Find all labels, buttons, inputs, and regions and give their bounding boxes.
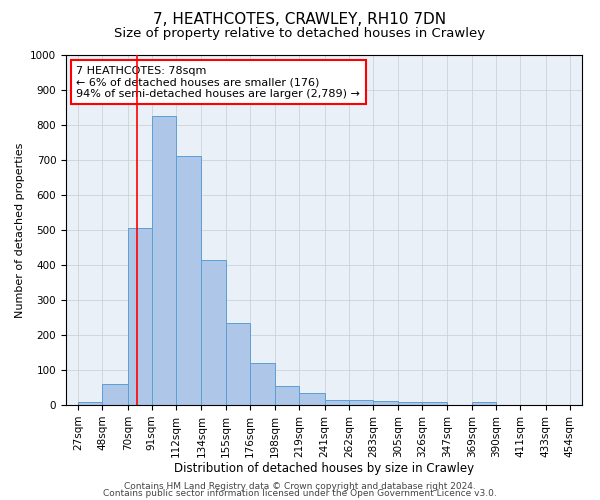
Text: Contains public sector information licensed under the Open Government Licence v3: Contains public sector information licen… bbox=[103, 490, 497, 498]
Text: 7, HEATHCOTES, CRAWLEY, RH10 7DN: 7, HEATHCOTES, CRAWLEY, RH10 7DN bbox=[154, 12, 446, 28]
Text: 7 HEATHCOTES: 78sqm
← 6% of detached houses are smaller (176)
94% of semi-detach: 7 HEATHCOTES: 78sqm ← 6% of detached hou… bbox=[76, 66, 360, 98]
Bar bbox=[250, 363, 275, 405]
Bar bbox=[202, 260, 226, 405]
Text: Contains HM Land Registry data © Crown copyright and database right 2024.: Contains HM Land Registry data © Crown c… bbox=[124, 482, 476, 491]
Bar bbox=[128, 228, 152, 405]
Bar bbox=[102, 384, 128, 405]
Bar bbox=[373, 401, 398, 405]
Bar bbox=[472, 402, 496, 405]
Bar bbox=[349, 400, 373, 405]
Text: Size of property relative to detached houses in Crawley: Size of property relative to detached ho… bbox=[115, 28, 485, 40]
Bar bbox=[152, 116, 176, 405]
Bar bbox=[325, 400, 349, 405]
X-axis label: Distribution of detached houses by size in Crawley: Distribution of detached houses by size … bbox=[174, 462, 474, 475]
Bar bbox=[78, 402, 102, 405]
Bar bbox=[422, 402, 446, 405]
Bar bbox=[275, 386, 299, 405]
Y-axis label: Number of detached properties: Number of detached properties bbox=[14, 142, 25, 318]
Bar bbox=[299, 393, 325, 405]
Bar bbox=[226, 322, 250, 405]
Bar bbox=[176, 156, 202, 405]
Bar bbox=[398, 402, 422, 405]
